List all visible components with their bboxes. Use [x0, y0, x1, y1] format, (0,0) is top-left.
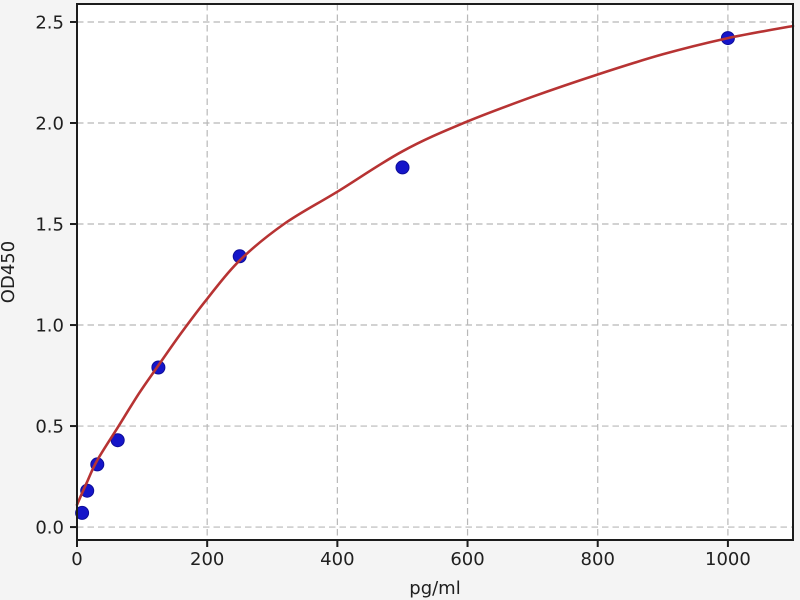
- ticks: 0 200 400 600 800 1000 0.0 0.5 1.0 1.5 2.0 2.5: [35, 12, 750, 570]
- y-tick-label: 2.0: [35, 113, 64, 134]
- gridlines: [76, 4, 793, 540]
- y-tick-label: 0.5: [35, 417, 64, 438]
- y-tick-label: 1.0: [35, 316, 64, 337]
- x-tick-label: 200: [190, 549, 224, 570]
- y-tick-label: 2.5: [35, 12, 64, 33]
- x-tick-label: 400: [320, 549, 354, 570]
- axes-spines: [76, 3, 794, 541]
- y-tick-label: 0.0: [35, 518, 64, 539]
- data-point: [395, 160, 410, 175]
- data-point: [232, 249, 247, 264]
- data-point: [75, 505, 90, 520]
- fit-curve: [75, 24, 795, 507]
- x-axis-label: pg/ml: [409, 578, 460, 599]
- x-tick-label: 1000: [705, 549, 751, 570]
- plot-area: [77, 4, 793, 540]
- y-axis-label: OD450: [0, 241, 19, 303]
- plot-group: 0 200 400 600 800 1000 0.0 0.5 1.0 1.5 2.0 2.5: [35, 3, 795, 570]
- x-tick-label: 0: [71, 549, 82, 570]
- x-tick-label: 600: [450, 549, 484, 570]
- y-tick-label: 1.5: [35, 215, 64, 236]
- x-tick-label: 800: [581, 549, 615, 570]
